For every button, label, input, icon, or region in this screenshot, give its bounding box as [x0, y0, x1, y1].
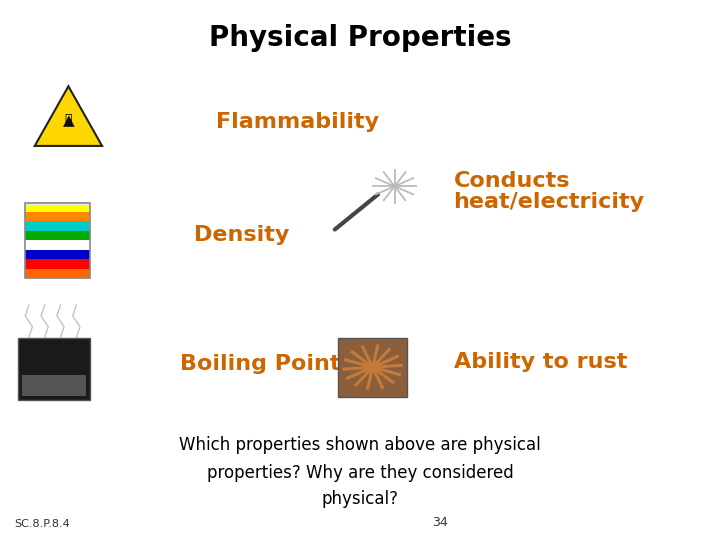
Text: SC.8.P.8.4: SC.8.P.8.4 — [14, 519, 70, 529]
Text: Flammability: Flammability — [216, 111, 379, 132]
Text: Boiling Point: Boiling Point — [180, 354, 341, 375]
Bar — [25, 231, 90, 240]
Bar — [25, 259, 90, 269]
Text: properties? Why are they considered: properties? Why are they considered — [207, 463, 513, 482]
Bar — [338, 338, 407, 397]
Bar — [25, 202, 90, 205]
Text: Density: Density — [194, 225, 289, 245]
Text: 34: 34 — [432, 516, 448, 529]
Bar — [25, 212, 90, 221]
Text: Which properties shown above are physical: Which properties shown above are physica… — [179, 436, 541, 455]
Text: ▲: ▲ — [63, 113, 74, 128]
Bar — [25, 202, 90, 212]
Bar — [25, 202, 90, 278]
Bar — [18, 338, 90, 400]
Text: Physical Properties: Physical Properties — [209, 24, 511, 52]
Bar — [22, 375, 86, 396]
Bar — [25, 240, 90, 249]
Text: Ability to rust: Ability to rust — [454, 352, 627, 372]
Bar — [25, 269, 90, 278]
Text: Conducts
heat/electricity: Conducts heat/electricity — [454, 171, 644, 213]
Bar — [25, 249, 90, 259]
Text: physical?: physical? — [322, 490, 398, 509]
Polygon shape — [35, 86, 102, 146]
Bar — [25, 221, 90, 231]
Text: 🔥: 🔥 — [65, 113, 72, 126]
